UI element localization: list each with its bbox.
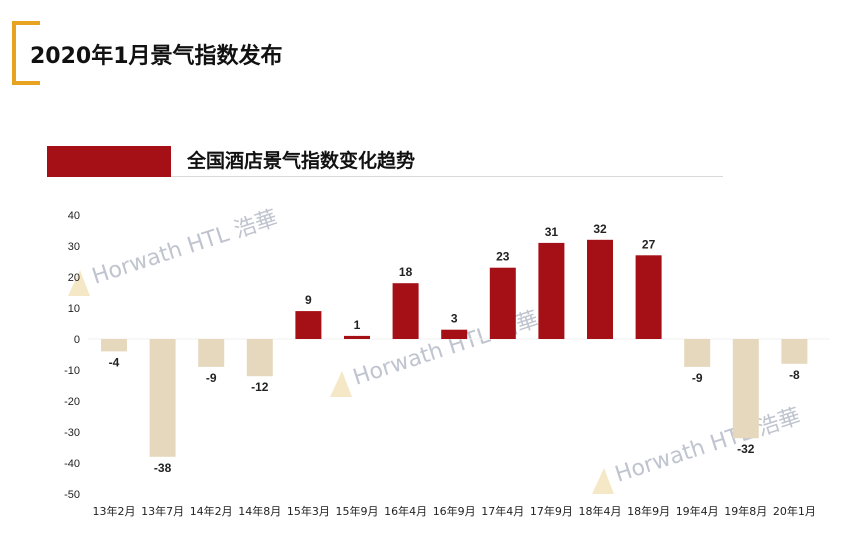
- data-label: -12: [251, 380, 269, 394]
- data-label: 27: [642, 237, 656, 251]
- watermark-logo-icon: [330, 371, 352, 397]
- x-category-label: 13年2月: [93, 504, 136, 518]
- x-category-label: 15年9月: [336, 504, 379, 518]
- y-tick-label: 40: [68, 210, 80, 222]
- y-tick-label: 20: [68, 272, 80, 284]
- data-label: 23: [496, 250, 510, 264]
- bar: [781, 339, 808, 364]
- x-category-label: 13年7月: [141, 504, 184, 518]
- y-tick-label: -10: [64, 365, 80, 377]
- x-category-label: 14年2月: [190, 504, 233, 518]
- data-label: 31: [545, 225, 559, 239]
- x-category-label: 20年1月: [773, 504, 816, 518]
- bar: [441, 329, 468, 339]
- data-label: 1: [354, 318, 361, 332]
- data-label: 18: [399, 265, 413, 279]
- x-category-label: 18年4月: [579, 504, 622, 518]
- bar: [149, 339, 176, 457]
- x-category-label: 19年4月: [676, 504, 719, 518]
- bar: [101, 339, 127, 352]
- title-bracket-decoration: [12, 21, 40, 85]
- page-title: 2020年1月景气指数发布: [30, 44, 283, 69]
- bar: [392, 283, 419, 339]
- y-tick-label: -40: [64, 458, 80, 470]
- watermark-text: Horwath HTL 浩華: [612, 404, 804, 488]
- data-label: -9: [692, 371, 703, 385]
- bar: [635, 255, 662, 339]
- chart-title-rule: [171, 176, 723, 177]
- bars-layer: [101, 239, 808, 457]
- chart-title: 全国酒店景气指数变化趋势: [187, 150, 416, 172]
- labels-layer: -4 13年2月 -38 13年7月 -9 14年2月 -12 14年8月 9 15年3月 1 15年…: [93, 222, 816, 518]
- data-label: -9: [206, 371, 217, 385]
- x-category-label: 16年4月: [384, 504, 427, 518]
- data-label: -4: [109, 355, 120, 369]
- bar: [489, 267, 516, 339]
- x-category-label: 16年9月: [433, 504, 476, 518]
- chart-header-bar: [47, 146, 171, 177]
- bar: [295, 311, 322, 339]
- bar: [684, 339, 711, 367]
- bar: [587, 239, 613, 339]
- data-label: 9: [305, 293, 312, 307]
- watermark-logo-icon: [592, 468, 614, 494]
- y-tick-label: -50: [64, 489, 80, 501]
- x-category-label: 14年8月: [238, 504, 281, 518]
- x-category-label: 18年9月: [627, 504, 670, 518]
- y-tick-label: -20: [64, 396, 80, 408]
- bar: [732, 339, 759, 439]
- watermark-text: Horwath HTL 浩華: [89, 206, 281, 290]
- watermark: Horwath HTL 浩華: [612, 404, 804, 488]
- bar: [246, 339, 273, 377]
- x-category-label: 17年4月: [481, 504, 524, 518]
- watermark-logo-icon: [68, 270, 90, 296]
- y-tick-label: 0: [74, 334, 80, 346]
- data-label: -8: [789, 368, 800, 382]
- y-tick-label: -30: [64, 427, 80, 439]
- x-category-label: 15年3月: [287, 504, 330, 518]
- watermark: Horwath HTL 浩華: [89, 206, 281, 290]
- data-label: -32: [737, 442, 755, 456]
- data-label: 32: [593, 222, 607, 236]
- bar: [538, 242, 565, 339]
- data-label: -38: [154, 461, 172, 475]
- x-category-label: 19年8月: [724, 504, 767, 518]
- data-label: 3: [451, 312, 458, 326]
- y-tick-label: 10: [68, 303, 80, 315]
- bar: [344, 335, 370, 339]
- bar: [198, 339, 225, 367]
- y-tick-label: 30: [68, 241, 80, 253]
- x-category-label: 17年9月: [530, 504, 573, 518]
